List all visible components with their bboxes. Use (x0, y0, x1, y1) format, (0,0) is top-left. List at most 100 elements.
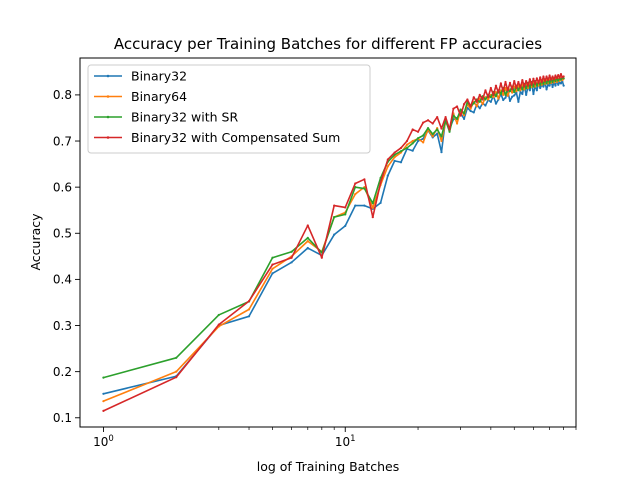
series-1-point (469, 107, 472, 110)
series-2-point (525, 87, 528, 90)
series-3-point (502, 90, 505, 93)
y-tick-label: 0.3 (53, 319, 72, 333)
series-3-point (508, 81, 512, 85)
series-0-point (554, 84, 557, 87)
series-3-point (448, 128, 451, 131)
series-2-point (306, 236, 309, 239)
series-3-point (489, 86, 492, 90)
series-2-point (344, 213, 347, 216)
series-0-point (504, 96, 507, 99)
series-2-point (489, 96, 492, 99)
series-2-point (557, 79, 560, 82)
series-0-point (517, 100, 520, 103)
series-1-point (431, 135, 434, 138)
series-1-point (247, 308, 251, 311)
series-3-point (550, 78, 553, 81)
series-3-point (540, 80, 543, 84)
series-0-point (469, 109, 472, 113)
series-3-point (363, 178, 366, 181)
series-3-point (436, 115, 439, 119)
series-1-point (354, 192, 357, 196)
y-axis: 0.1 0.2 0.3 0.4 0.5 0.6 0.7 0.8 (53, 88, 80, 425)
series-0-point (545, 88, 548, 91)
series-0-point (502, 98, 505, 102)
series-1-point (492, 96, 495, 99)
series-1-point (511, 91, 514, 94)
series-3-point (554, 74, 557, 77)
series-2-point (459, 108, 462, 111)
series-3-point (217, 323, 220, 326)
series-0-point (521, 92, 524, 96)
series-2-point (559, 78, 563, 81)
series-1-point (537, 84, 540, 87)
series-2-point (517, 89, 520, 92)
series-0-point (562, 84, 565, 87)
series-2-point (504, 93, 507, 96)
legend-label: Binary32 with SR (131, 110, 238, 125)
series-2-point (411, 142, 414, 145)
series-2-point (426, 127, 430, 130)
x-axis-label: log of Training Batches (257, 459, 399, 474)
series-3-point (515, 86, 518, 90)
series-1-point (475, 105, 478, 108)
series-0-point (344, 224, 347, 227)
series-3-point (247, 299, 251, 303)
series-3-point (562, 75, 565, 78)
y-tick-label: 0.6 (53, 180, 72, 194)
series-0-point (532, 92, 535, 96)
series-0-point (386, 174, 389, 177)
series-2-point (542, 82, 545, 85)
series-0-point (542, 85, 545, 88)
series-1-point (411, 139, 414, 143)
series-3-point (411, 128, 414, 131)
series-0-point (393, 159, 396, 162)
series-2-point (217, 313, 220, 317)
legend-label: Binary64 (131, 89, 187, 104)
series-3-point (530, 83, 533, 86)
series-2-point (554, 79, 557, 83)
series-2-point (548, 81, 551, 85)
series-2-point (499, 92, 502, 96)
series-1-point (519, 89, 522, 92)
series-3-point (528, 78, 531, 81)
series-1-point (175, 370, 178, 373)
series-2-point (436, 128, 439, 131)
series-0-point (436, 132, 439, 135)
series-2-point (528, 86, 531, 89)
series-2-point (440, 135, 443, 138)
legend-label: Binary32 (131, 69, 187, 84)
series-2-point (175, 356, 178, 359)
series-1-point (386, 165, 389, 168)
series-1-point (506, 94, 509, 97)
series-1-point (462, 114, 466, 117)
series-2-point (448, 130, 451, 133)
series-0-point (379, 201, 382, 204)
series-2-point (290, 250, 293, 253)
series-3-point (344, 206, 347, 209)
y-tick-label: 0.1 (53, 411, 72, 425)
series-3-point (466, 98, 469, 101)
series-2-point (472, 102, 475, 105)
x-tick-exponent: 0 (108, 434, 113, 444)
series-0-point (333, 233, 336, 236)
series-3-point (306, 224, 309, 227)
series-0-point (440, 150, 443, 154)
series-2-point (102, 376, 105, 379)
series-3-point (452, 107, 455, 110)
series-1-point (306, 240, 309, 243)
series-3-point (542, 75, 545, 78)
series-0-point (306, 246, 309, 250)
legend: Binary32 Binary64 Binary32 with SR Binary32… (87, 64, 371, 154)
series-3-point (497, 91, 500, 94)
series-1-point (271, 267, 274, 270)
series-2-point (539, 83, 542, 86)
series-2-point (416, 137, 420, 140)
series-3-point (539, 76, 542, 79)
series-3-point (290, 256, 293, 259)
series-3-point (504, 80, 507, 84)
series-0-point (411, 149, 414, 152)
legend-marker (106, 136, 110, 139)
series-0-point (102, 392, 105, 395)
series-1-point (515, 90, 518, 93)
legend-marker (106, 74, 110, 78)
